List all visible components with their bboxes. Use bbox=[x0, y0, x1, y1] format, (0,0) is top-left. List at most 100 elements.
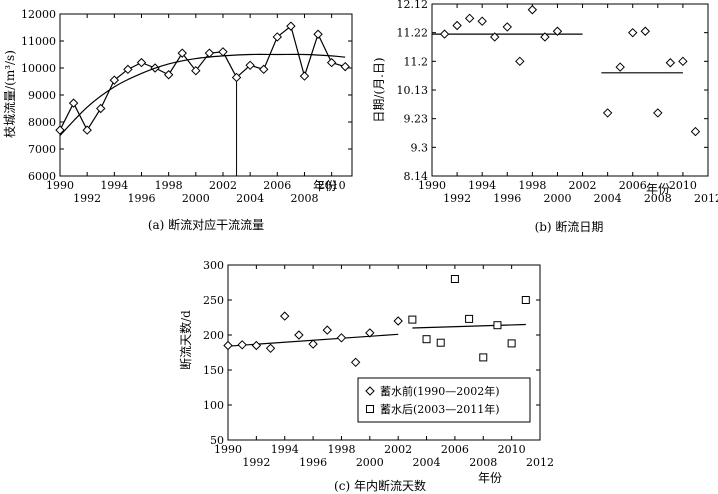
x-tick-label: 1992 bbox=[443, 192, 471, 205]
data-point bbox=[231, 72, 242, 83]
x-axis-label: 年份 bbox=[478, 471, 502, 485]
y-tick-label: 9.3 bbox=[411, 141, 429, 154]
data-point bbox=[507, 339, 516, 348]
panel-caption: (c) 年内断流天数 bbox=[334, 478, 426, 493]
x-tick-label: 2012 bbox=[694, 192, 718, 205]
y-tick-label: 50 bbox=[210, 434, 224, 447]
x-tick-label: 1994 bbox=[271, 443, 299, 456]
y-tick-label: 150 bbox=[203, 364, 224, 377]
panel-caption: (a) 断流对应干流流量 bbox=[148, 217, 264, 232]
y-tick-label: 10.13 bbox=[397, 84, 429, 97]
data-point bbox=[365, 328, 375, 338]
data-point bbox=[251, 340, 262, 351]
chart-panel-1: 1990199219941996199820002002200420062008… bbox=[2, 8, 353, 232]
x-tick-label: 1990 bbox=[418, 179, 446, 192]
x-tick-label: 2000 bbox=[182, 192, 210, 205]
legend-label: 蓄水前(1990—2002年) bbox=[380, 384, 500, 398]
legend-label: 蓄水后(2003—2011年) bbox=[380, 402, 500, 416]
x-tick-label: 2004 bbox=[594, 192, 622, 205]
data-point bbox=[123, 64, 133, 75]
x-tick-label: 1992 bbox=[73, 192, 101, 205]
data-point bbox=[502, 22, 512, 32]
y-tick-label: 11.2 bbox=[404, 55, 429, 68]
y-axis-label: 日期/(月.日) bbox=[372, 57, 386, 122]
data-point bbox=[82, 125, 92, 135]
data-point bbox=[191, 65, 201, 76]
legend-marker bbox=[365, 386, 375, 396]
x-tick-label: 2008 bbox=[469, 456, 497, 469]
x-tick-label: 1996 bbox=[299, 456, 327, 469]
data-point bbox=[678, 56, 688, 67]
data-point bbox=[602, 108, 613, 118]
data-point bbox=[177, 48, 187, 58]
x-tick-label: 2002 bbox=[569, 179, 597, 192]
x-axis-label: 年份 bbox=[646, 182, 670, 196]
data-point bbox=[259, 64, 269, 75]
x-tick-label: 1994 bbox=[100, 179, 128, 192]
x-tick-label: 1998 bbox=[518, 179, 546, 192]
legend: 蓄水前(1990—2002年) 蓄水后(2003—2011年) bbox=[357, 377, 531, 423]
data-point bbox=[286, 21, 296, 31]
data-point bbox=[326, 57, 337, 68]
trend-line bbox=[412, 323, 526, 329]
data-point bbox=[313, 29, 323, 39]
data-point bbox=[465, 314, 474, 323]
legend-marker bbox=[366, 405, 374, 413]
y-tick-label: 12000 bbox=[21, 8, 56, 21]
x-tick-label: 2010 bbox=[669, 179, 697, 192]
data-point bbox=[322, 325, 332, 335]
data-point bbox=[493, 321, 502, 330]
x-tick-label: 2006 bbox=[263, 179, 291, 192]
y-tick-label: 7000 bbox=[28, 143, 56, 156]
x-tick-label: 2008 bbox=[290, 192, 318, 205]
data-point bbox=[665, 58, 676, 68]
x-tick-label: 2002 bbox=[384, 443, 412, 456]
y-tick-label: 8000 bbox=[28, 116, 56, 129]
data-point bbox=[477, 16, 487, 26]
x-tick-label: 1990 bbox=[214, 443, 242, 456]
y-tick-label: 8.14 bbox=[404, 170, 429, 183]
data-point bbox=[136, 57, 147, 68]
y-tick-label: 6000 bbox=[28, 170, 56, 183]
trend-curve bbox=[59, 53, 346, 136]
data-point bbox=[294, 330, 304, 340]
x-tick-label: 1996 bbox=[493, 192, 521, 205]
data-point bbox=[265, 343, 276, 354]
y-tick-label: 11000 bbox=[21, 35, 56, 48]
x-tick-label: 2004 bbox=[413, 456, 441, 469]
y-tick-label: 250 bbox=[203, 294, 224, 307]
x-tick-label: 2010 bbox=[498, 443, 526, 456]
data-point bbox=[96, 103, 106, 114]
x-tick-label: 2002 bbox=[209, 179, 237, 192]
data-point bbox=[439, 29, 450, 39]
x-tick-label: 1990 bbox=[46, 179, 74, 192]
series-line bbox=[59, 25, 346, 132]
x-tick-label: 2000 bbox=[356, 456, 384, 469]
data-point bbox=[336, 333, 347, 343]
data-point bbox=[464, 13, 475, 24]
data-point bbox=[109, 75, 120, 85]
plot-frame bbox=[59, 13, 353, 177]
data-point bbox=[55, 125, 65, 135]
plot-frame bbox=[431, 3, 709, 177]
y-tick-label: 10000 bbox=[21, 62, 56, 75]
data-point bbox=[628, 27, 638, 38]
y-tick-label: 300 bbox=[203, 259, 224, 272]
data-point bbox=[245, 60, 255, 71]
x-tick-label: 1998 bbox=[327, 443, 355, 456]
x-tick-label: 2008 bbox=[644, 192, 672, 205]
data-point bbox=[350, 357, 361, 368]
x-tick-label: 1994 bbox=[468, 179, 496, 192]
y-tick-label: 100 bbox=[203, 399, 224, 412]
x-tick-label: 2006 bbox=[441, 443, 469, 456]
x-tick-label: 2004 bbox=[236, 192, 264, 205]
data-point bbox=[540, 32, 550, 42]
y-tick-label: 200 bbox=[203, 329, 224, 342]
data-point bbox=[452, 20, 462, 31]
data-point bbox=[299, 71, 310, 81]
y-tick-label: 11.22 bbox=[397, 27, 429, 40]
data-point bbox=[237, 340, 247, 350]
x-tick-label: 2012 bbox=[526, 456, 554, 469]
x-tick-label: 2006 bbox=[619, 179, 647, 192]
x-tick-label: 1996 bbox=[127, 192, 155, 205]
